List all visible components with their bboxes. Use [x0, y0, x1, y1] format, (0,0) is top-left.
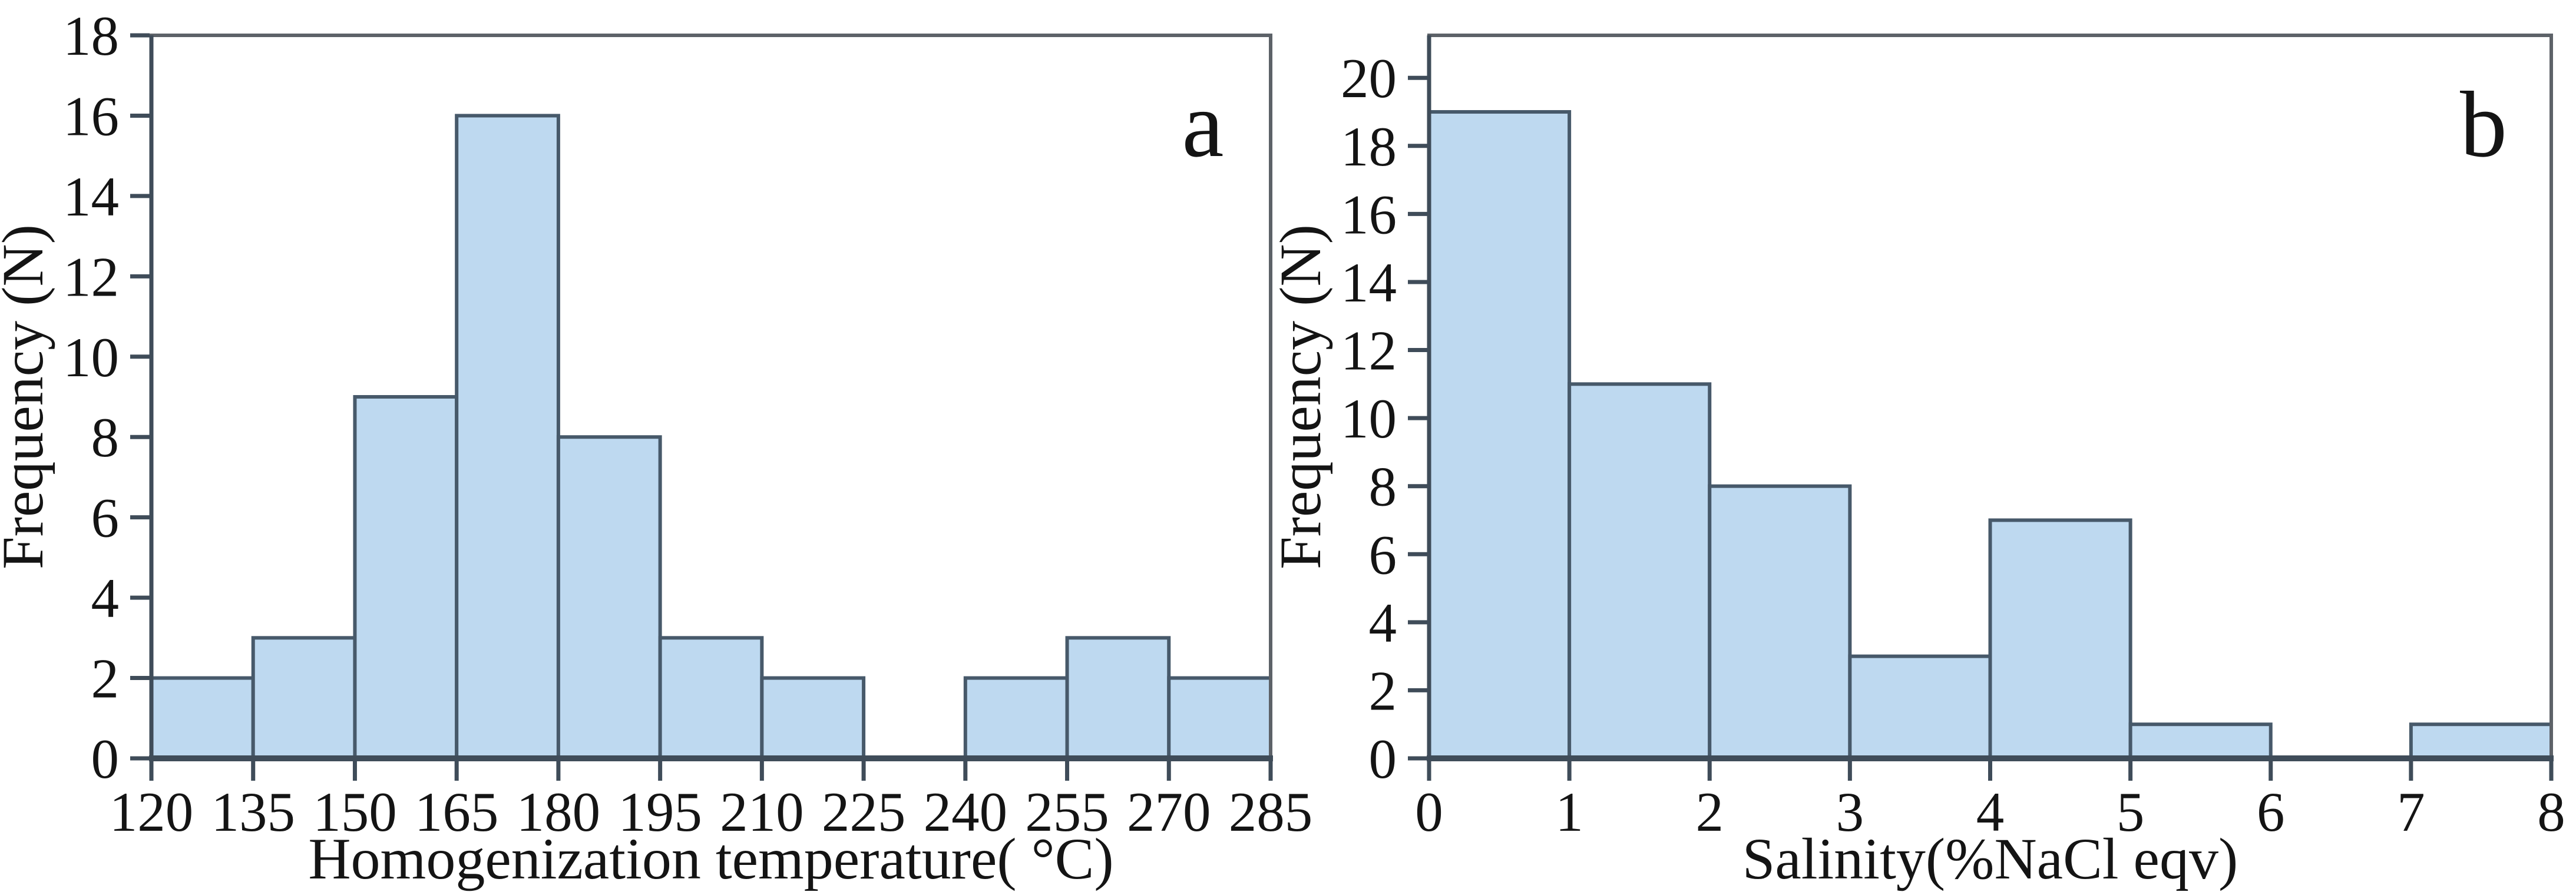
- panel-a: 120 135 150 165 180 195 210 225 240 255 270 285 0 2 4 6…: [0, 5, 1312, 891]
- panel-label-b: b: [2460, 72, 2507, 177]
- y-tick-label: 4: [1369, 592, 1397, 654]
- y-tick-label: 2: [1369, 659, 1397, 722]
- y-tick-label: 6: [1369, 523, 1397, 586]
- bar-150-165: [353, 395, 459, 760]
- x-axis-title: Homogenization temperature( °C): [308, 826, 1113, 891]
- bar-2-3: [1708, 484, 1852, 760]
- x-tick-label: 2: [1696, 781, 1724, 843]
- bar-165-180: [455, 114, 560, 760]
- x-tick-label: 8: [2537, 781, 2565, 843]
- y-tick-label: 18: [63, 5, 119, 67]
- bar-135-150: [251, 636, 357, 761]
- x-tick-label: 0: [1415, 781, 1443, 843]
- y-tick-label: 0: [91, 728, 120, 790]
- y-tick-label: 10: [63, 326, 119, 389]
- bar-3-4: [1848, 654, 1992, 760]
- y-tick-label: 12: [63, 246, 119, 308]
- y-tick-label: 8: [1369, 456, 1397, 518]
- y-tick-label: 2: [91, 648, 120, 710]
- x-tick-label: 120: [110, 781, 194, 843]
- panel-b: 0 1 2 3 4 5 6 7 802468101214161820Salinity(%NaCl…: [1268, 34, 2565, 891]
- y-tick-label: 16: [63, 85, 119, 147]
- bar-4-5: [1988, 518, 2132, 760]
- y-tick-label: 14: [1341, 251, 1397, 314]
- bar-255-270: [1065, 636, 1171, 761]
- x-tick-label: 5: [2117, 781, 2145, 843]
- x-tick-label: 135: [211, 781, 295, 843]
- x-tick-label: 4: [1976, 781, 2005, 843]
- y-axis-title: Frequency (N): [1268, 224, 1333, 569]
- x-axis-title: Salinity(%NaCl eqv): [1742, 826, 2238, 891]
- x-tick-label: 285: [1229, 781, 1313, 843]
- y-tick-label: 12: [1341, 320, 1397, 382]
- y-tick-label: 0: [1369, 728, 1397, 790]
- y-tick-label: 6: [91, 487, 120, 549]
- bar-195-210: [658, 636, 764, 761]
- y-tick-label: 10: [1341, 387, 1397, 450]
- y-tick-label: 8: [91, 406, 120, 469]
- x-tick-label: 240: [924, 781, 1008, 843]
- bar-120-135: [150, 676, 255, 760]
- y-tick-label: 16: [1341, 183, 1397, 246]
- bar-5-6: [2128, 722, 2273, 761]
- bar-270-285: [1167, 676, 1272, 760]
- bar-7-8: [2409, 722, 2553, 761]
- x-tick-label: 3: [1836, 781, 1864, 843]
- x-tick-label: 195: [618, 781, 702, 843]
- x-tick-label: 255: [1025, 781, 1109, 843]
- bar-1-2: [1568, 382, 1712, 760]
- x-tick-label: 165: [415, 781, 499, 843]
- panel-label-a: a: [1182, 72, 1223, 177]
- x-tick-label: 180: [517, 781, 601, 843]
- x-tick-label: 210: [720, 781, 804, 843]
- y-tick-label: 20: [1341, 47, 1397, 110]
- y-tick-label: 14: [63, 165, 119, 228]
- x-tick-label: 7: [2397, 781, 2425, 843]
- x-tick-label: 1: [1555, 781, 1583, 843]
- bar-180-195: [556, 435, 662, 760]
- y-axis-title: Frequency (N): [0, 224, 55, 569]
- bar-210-225: [760, 676, 866, 760]
- x-tick-label: 225: [822, 781, 906, 843]
- x-tick-label: 6: [2257, 781, 2285, 843]
- bar-0-1: [1427, 110, 1572, 760]
- x-tick-label: 270: [1127, 781, 1211, 843]
- y-tick-label: 4: [91, 567, 120, 629]
- y-tick-label: 18: [1341, 115, 1397, 178]
- x-tick-label: 150: [313, 781, 397, 843]
- bar-240-255: [963, 676, 1069, 760]
